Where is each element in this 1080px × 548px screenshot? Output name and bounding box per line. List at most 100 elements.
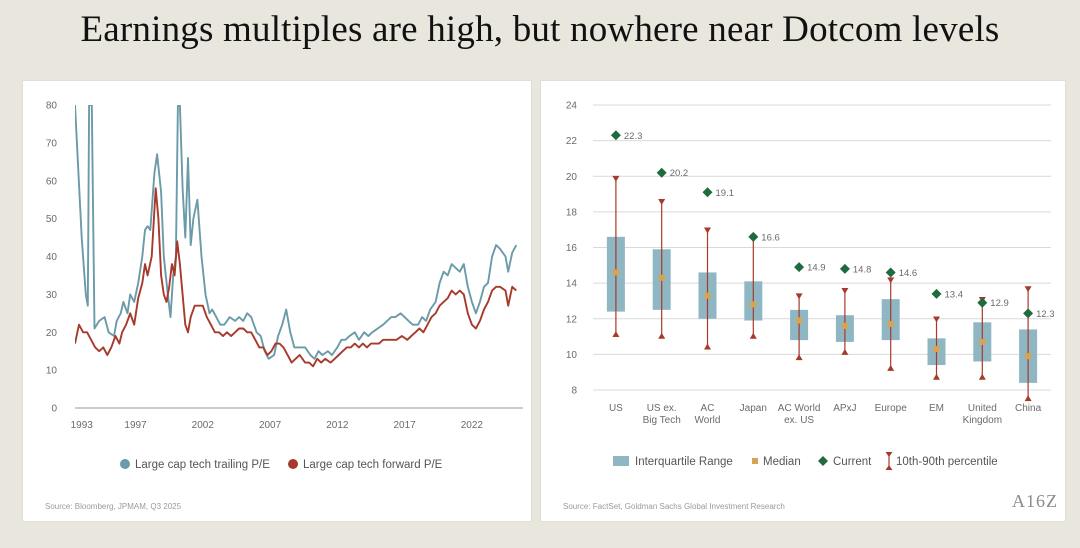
x-category-label: EM bbox=[929, 403, 944, 414]
median-marker bbox=[887, 321, 894, 328]
x-tick-label: 1993 bbox=[71, 420, 94, 431]
legend-median-label: Median bbox=[763, 456, 801, 468]
x-category-label: Europe bbox=[875, 403, 908, 414]
current-value-label: 14.9 bbox=[807, 263, 826, 274]
y-tick-label: 14 bbox=[566, 279, 578, 290]
y-tick-label: 16 bbox=[566, 243, 578, 254]
a16z-logo: A16Z bbox=[1012, 491, 1058, 511]
x-tick-label: 2017 bbox=[393, 420, 416, 431]
x-category-label: US ex. bbox=[647, 403, 677, 414]
y-tick-label: 60 bbox=[46, 176, 58, 187]
p90-marker bbox=[1024, 286, 1032, 293]
p10-marker bbox=[841, 348, 849, 355]
p10-marker bbox=[658, 332, 666, 339]
x-category-label: AC World bbox=[778, 403, 821, 414]
current-marker bbox=[610, 130, 621, 141]
x-category-label: AC bbox=[701, 403, 715, 414]
p90-marker bbox=[933, 316, 940, 323]
x-category-label: Kingdom bbox=[963, 415, 1002, 426]
current-marker bbox=[702, 187, 713, 198]
x-tick-label: 2022 bbox=[461, 420, 484, 431]
legend-whisker-top bbox=[885, 452, 893, 457]
current-value-label: 13.4 bbox=[945, 289, 964, 300]
series-line-trailing bbox=[75, 105, 518, 360]
current-value-label: 12.3 bbox=[1036, 309, 1055, 320]
p10-marker bbox=[933, 373, 940, 380]
legend-marker-0 bbox=[120, 459, 130, 469]
current-value-label: 20.2 bbox=[670, 168, 689, 179]
p90-marker bbox=[612, 175, 620, 182]
x-tick-label: 2007 bbox=[259, 420, 282, 431]
y-tick-label: 20 bbox=[566, 172, 578, 183]
y-tick-label: 12 bbox=[566, 314, 578, 325]
median-marker bbox=[841, 322, 848, 329]
legend-current-swatch bbox=[818, 456, 828, 466]
median-marker bbox=[933, 346, 940, 353]
x-category-label: China bbox=[1015, 403, 1042, 414]
pe-line-chart: 0 10 20 30 40 50 60 70 80 1993 1997 2002 2007 2012 201… bbox=[45, 101, 523, 511]
y-tick-label: 10 bbox=[46, 366, 58, 377]
current-marker bbox=[931, 288, 942, 299]
p90-marker bbox=[704, 227, 711, 234]
current-marker bbox=[794, 262, 805, 273]
y-tick-label: 40 bbox=[46, 252, 58, 263]
current-value-label: 14.8 bbox=[853, 264, 872, 275]
x-category-label: Big Tech bbox=[643, 415, 681, 426]
current-marker bbox=[885, 267, 896, 278]
p10-marker bbox=[978, 373, 986, 380]
regional-pe-panel: 8 10 12 14 16 18 20 22 24 22.3 US 20.2 US ex. Big Tec… bbox=[540, 80, 1066, 522]
y-tick-label: 8 bbox=[571, 386, 577, 397]
legend-percentile-label: 10th-90th percentile bbox=[896, 456, 998, 468]
median-marker bbox=[658, 274, 665, 281]
x-category-label: ex. US bbox=[784, 415, 814, 426]
median-marker bbox=[750, 301, 757, 308]
x-tick-label: 2012 bbox=[326, 420, 349, 431]
legend-iqr-label: Interquartile Range bbox=[635, 456, 733, 468]
x-category-label: US bbox=[609, 403, 623, 414]
legend-whisker-bottom bbox=[885, 465, 893, 470]
median-marker bbox=[979, 338, 986, 345]
y-tick-label: 30 bbox=[46, 290, 58, 301]
median-marker bbox=[796, 317, 803, 324]
p10-marker bbox=[1024, 395, 1032, 402]
x-category-label: World bbox=[695, 415, 721, 426]
p90-marker bbox=[658, 198, 666, 205]
legend-iqr-swatch bbox=[613, 456, 629, 466]
y-tick-label: 22 bbox=[566, 136, 578, 147]
p90-marker bbox=[795, 293, 803, 300]
regional-box-chart: 8 10 12 14 16 18 20 22 24 22.3 US 20.2 US ex.Big Tec… bbox=[563, 101, 1055, 512]
source-note: Source: FactSet, Goldman Sachs Global In… bbox=[563, 502, 785, 511]
legend-current-label: Current bbox=[833, 456, 872, 468]
current-value-label: 16.6 bbox=[761, 232, 780, 243]
y-tick-label: 50 bbox=[46, 214, 58, 225]
current-value-label: 12.9 bbox=[990, 298, 1009, 309]
p10-marker bbox=[887, 364, 895, 371]
y-tick-label: 80 bbox=[46, 101, 58, 112]
p90-marker bbox=[887, 277, 895, 284]
p10-marker bbox=[749, 332, 757, 339]
p90-marker bbox=[841, 288, 849, 295]
p10-marker bbox=[795, 354, 803, 361]
current-marker bbox=[977, 297, 988, 308]
x-tick-label: 2002 bbox=[192, 420, 215, 431]
y-tick-label: 18 bbox=[566, 207, 578, 218]
legend-median-swatch bbox=[752, 458, 758, 464]
current-value-label: 22.3 bbox=[624, 131, 643, 142]
p10-marker bbox=[704, 343, 711, 350]
y-tick-label: 70 bbox=[46, 138, 58, 149]
y-tick-label: 10 bbox=[566, 350, 578, 361]
median-marker bbox=[1025, 353, 1032, 360]
current-marker bbox=[748, 231, 759, 242]
current-value-label: 19.1 bbox=[716, 188, 735, 199]
x-tick-label: 1997 bbox=[124, 420, 147, 431]
page-title: Earnings multiples are high, but nowhere… bbox=[80, 9, 1000, 50]
legend-label-1: Large cap tech forward P/E bbox=[303, 459, 443, 471]
x-category-label: United bbox=[968, 403, 997, 414]
y-tick-label: 24 bbox=[566, 101, 578, 112]
p10-marker bbox=[612, 331, 620, 337]
current-marker bbox=[656, 167, 667, 178]
y-tick-label: 20 bbox=[46, 328, 58, 339]
median-marker bbox=[612, 269, 619, 276]
source-note: Source: Bloomberg, JPMAM, Q3 2025 bbox=[45, 502, 182, 511]
x-category-label: Japan bbox=[740, 403, 767, 414]
